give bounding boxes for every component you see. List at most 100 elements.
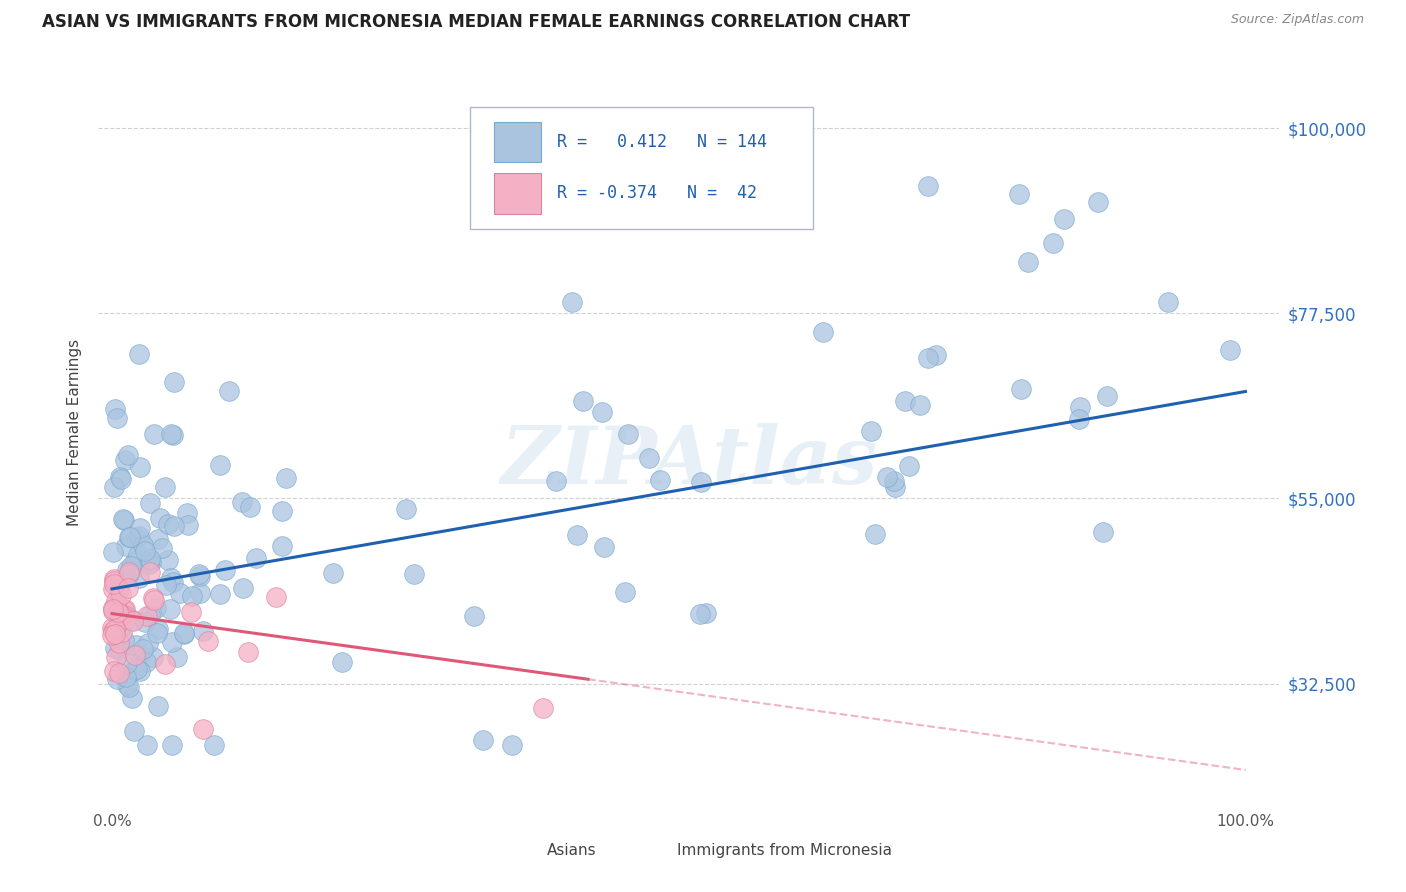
Point [1095,389,1118,403]
Point [103,641,125,656]
Point [107,601,129,615]
Point [122,614,145,628]
Point [117,448,139,462]
Point [108,470,131,484]
Point [114,453,136,467]
Point [136,738,159,752]
Point [157,552,180,566]
Point [471,733,494,747]
Point [108,614,131,628]
Point [118,680,141,694]
Point [128,529,150,543]
Point [463,609,485,624]
Point [180,605,202,619]
Point [1042,236,1064,251]
Point [114,601,136,615]
Point [136,636,159,650]
Point [218,384,240,398]
Point [531,701,554,715]
Point [190,569,212,583]
Point [160,738,183,752]
Point [104,622,127,636]
Point [153,481,176,495]
Point [162,428,184,442]
Point [617,426,640,441]
Point [208,458,231,472]
Point [124,648,146,662]
Point [104,649,127,664]
Point [103,545,125,559]
Point [122,724,145,739]
Point [107,605,129,619]
Point [149,510,172,524]
Point [134,615,156,629]
Point [115,612,138,626]
Bar [494,173,541,214]
Point [231,494,253,508]
Point [132,642,155,657]
Point [111,512,134,526]
Point [160,635,183,649]
Point [910,398,932,412]
Point [648,474,671,488]
Point [572,394,595,409]
Point [157,516,180,531]
Point [142,649,165,664]
Point [917,178,939,193]
Point [101,604,124,618]
Point [689,607,711,621]
Point [132,538,155,552]
Point [884,479,907,493]
FancyBboxPatch shape [471,107,813,229]
Point [202,738,225,752]
Text: Source: ZipAtlas.com: Source: ZipAtlas.com [1230,13,1364,27]
Point [166,649,188,664]
Point [155,578,177,592]
Point [125,662,148,676]
Point [1017,255,1039,269]
Point [121,691,143,706]
Point [146,699,169,714]
Point [187,566,209,581]
Point [160,427,183,442]
Point [197,634,219,648]
Point [104,593,127,607]
Text: R =   0.412   N = 144: R = 0.412 N = 144 [557,133,766,151]
Text: ASIAN VS IMMIGRANTS FROM MICRONESIA MEDIAN FEMALE EARNINGS CORRELATION CHART: ASIAN VS IMMIGRANTS FROM MICRONESIA MEDI… [42,13,910,31]
Point [125,531,148,545]
Point [115,656,138,670]
Point [689,475,711,489]
Point [236,645,259,659]
Point [859,424,882,438]
Point [115,563,138,577]
Point [139,607,162,622]
Point [153,657,176,672]
Point [135,609,157,624]
Point [146,533,169,547]
Point [122,663,145,677]
Point [104,402,127,417]
Point [276,471,298,485]
Point [142,427,165,442]
Point [103,480,125,494]
Point [142,593,165,607]
Point [124,554,146,568]
Point [176,506,198,520]
Point [162,574,184,589]
Point [209,587,232,601]
Point [561,294,583,309]
Point [139,555,162,569]
Point [591,405,613,419]
Point [112,513,135,527]
Point [110,472,132,486]
Point [239,500,262,514]
Point [1053,211,1076,226]
Point [501,738,523,752]
Point [122,615,145,629]
Point [134,544,156,558]
Point [120,558,142,573]
Point [101,601,124,615]
Point [146,622,169,636]
Point [894,393,917,408]
Point [404,566,426,581]
